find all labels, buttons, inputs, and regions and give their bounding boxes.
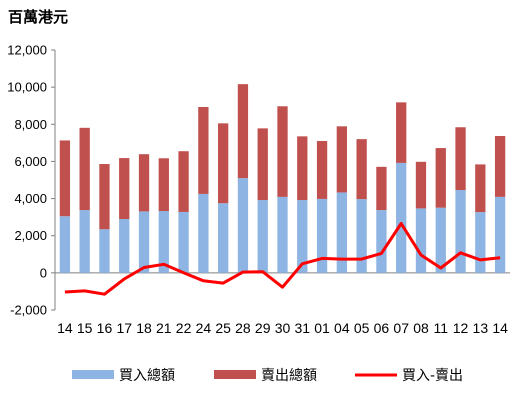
legend-label-sell: 賣出總額	[261, 367, 317, 384]
x-tick-label: 04	[334, 320, 350, 336]
bar-buy-total	[158, 211, 169, 273]
x-tick-label: 21	[156, 320, 172, 336]
x-tick-label: 07	[393, 320, 409, 336]
x-tick-label: 06	[374, 320, 390, 336]
bar-buy-total	[475, 212, 486, 273]
x-tick-label: 01	[314, 320, 330, 336]
bar-sell-total	[178, 151, 189, 212]
x-tick-label: 13	[473, 320, 489, 336]
y-tick-label: 6,000	[14, 154, 47, 169]
x-tick-label: 28	[235, 320, 251, 336]
bar-buy-total	[237, 178, 249, 273]
bar-sell-total	[119, 158, 130, 219]
y-tick-label: 10,000	[7, 80, 47, 95]
bar-buy-total	[356, 199, 367, 273]
bar-buy-total	[435, 207, 446, 273]
legend-label-net: 買入-賣出	[402, 368, 463, 384]
bar-buy-total	[178, 211, 189, 273]
bar-sell-total	[494, 135, 506, 197]
bar-buy-total	[59, 216, 71, 273]
y-tick-label: 4,000	[14, 191, 47, 206]
x-tick-label: 15	[77, 320, 93, 336]
x-tick-label: 14	[492, 320, 508, 336]
bar-buy-total	[277, 196, 288, 273]
bar-buy-total	[415, 208, 427, 273]
x-tick-label: 05	[354, 320, 370, 336]
bar-sell-total	[59, 140, 71, 217]
x-tick-label: 29	[255, 320, 271, 336]
x-tick-labels: 14 15 16 17 18 21 22 24 25 28 29 30 31 01 04 05 06 07 08 11…	[57, 320, 508, 336]
x-tick-label: 08	[413, 320, 429, 336]
bar-sell-total	[396, 102, 407, 163]
bar-buy-total	[79, 210, 90, 273]
legend-swatch-buy	[72, 370, 114, 379]
bar-sell-total	[356, 139, 367, 200]
x-tick-label: 14	[57, 320, 73, 336]
y-tick-label: 0	[40, 265, 47, 280]
legend: 買入總額 賣出總額 買入-賣出	[72, 367, 463, 384]
bar-sell-total	[297, 136, 308, 201]
line-net-buy-sell	[64, 222, 501, 296]
x-tick-label: 17	[116, 320, 132, 336]
bar-sell-total	[158, 158, 169, 212]
bar-sell-total	[79, 127, 90, 211]
bar-buy-total	[494, 196, 506, 273]
bar-buy-total	[257, 200, 268, 273]
bar-buy-total	[99, 229, 110, 273]
bar-buy-total	[376, 210, 387, 273]
legend-label-buy: 買入總額	[119, 367, 175, 384]
bar-buy-total	[396, 162, 407, 273]
y-tick-label: 2,000	[14, 228, 47, 243]
bar-sell-total	[475, 164, 486, 213]
x-tick-label: 31	[294, 320, 310, 336]
bar-sell-total	[376, 166, 387, 211]
bar-sell-total	[415, 161, 427, 209]
line-layer	[64, 222, 501, 296]
x-tick-label: 16	[97, 320, 113, 336]
x-tick-label: 22	[176, 320, 192, 336]
bar-buy-total	[138, 211, 150, 273]
bar-sell-total	[257, 128, 268, 201]
bars-layer	[59, 84, 506, 273]
unit-label: 百萬港元	[8, 8, 69, 26]
bar-sell-total	[316, 141, 328, 199]
bar-buy-total	[316, 198, 328, 273]
bar-sell-total	[277, 106, 288, 197]
bar-sell-total	[99, 164, 110, 230]
x-tick-label: 24	[196, 320, 212, 336]
legend-swatch-sell	[214, 370, 256, 379]
x-tick-label: 12	[453, 320, 469, 336]
bar-buy-total	[119, 219, 130, 273]
bar-sell-total	[198, 107, 209, 194]
bar-sell-total	[455, 127, 466, 191]
bar-sell-total	[336, 126, 347, 193]
bar-buy-total	[336, 192, 347, 273]
x-tick-label: 11	[433, 320, 448, 336]
y-tick-label: -2,000	[10, 303, 47, 318]
bar-sell-total	[138, 154, 150, 212]
y-tick-label: 12,000	[7, 43, 47, 58]
y-tick-label: 8,000	[14, 117, 47, 132]
x-tick-label: 18	[136, 320, 152, 336]
bar-buy-total	[218, 203, 229, 273]
bar-sell-total	[237, 84, 249, 179]
bar-sell-total	[435, 148, 446, 208]
x-tick-label: 30	[275, 320, 291, 336]
bar-buy-total	[198, 193, 209, 273]
bar-buy-total	[455, 190, 466, 273]
x-tick-label: 25	[215, 320, 231, 336]
bar-buy-total	[297, 200, 308, 273]
bar-sell-total	[218, 123, 229, 204]
